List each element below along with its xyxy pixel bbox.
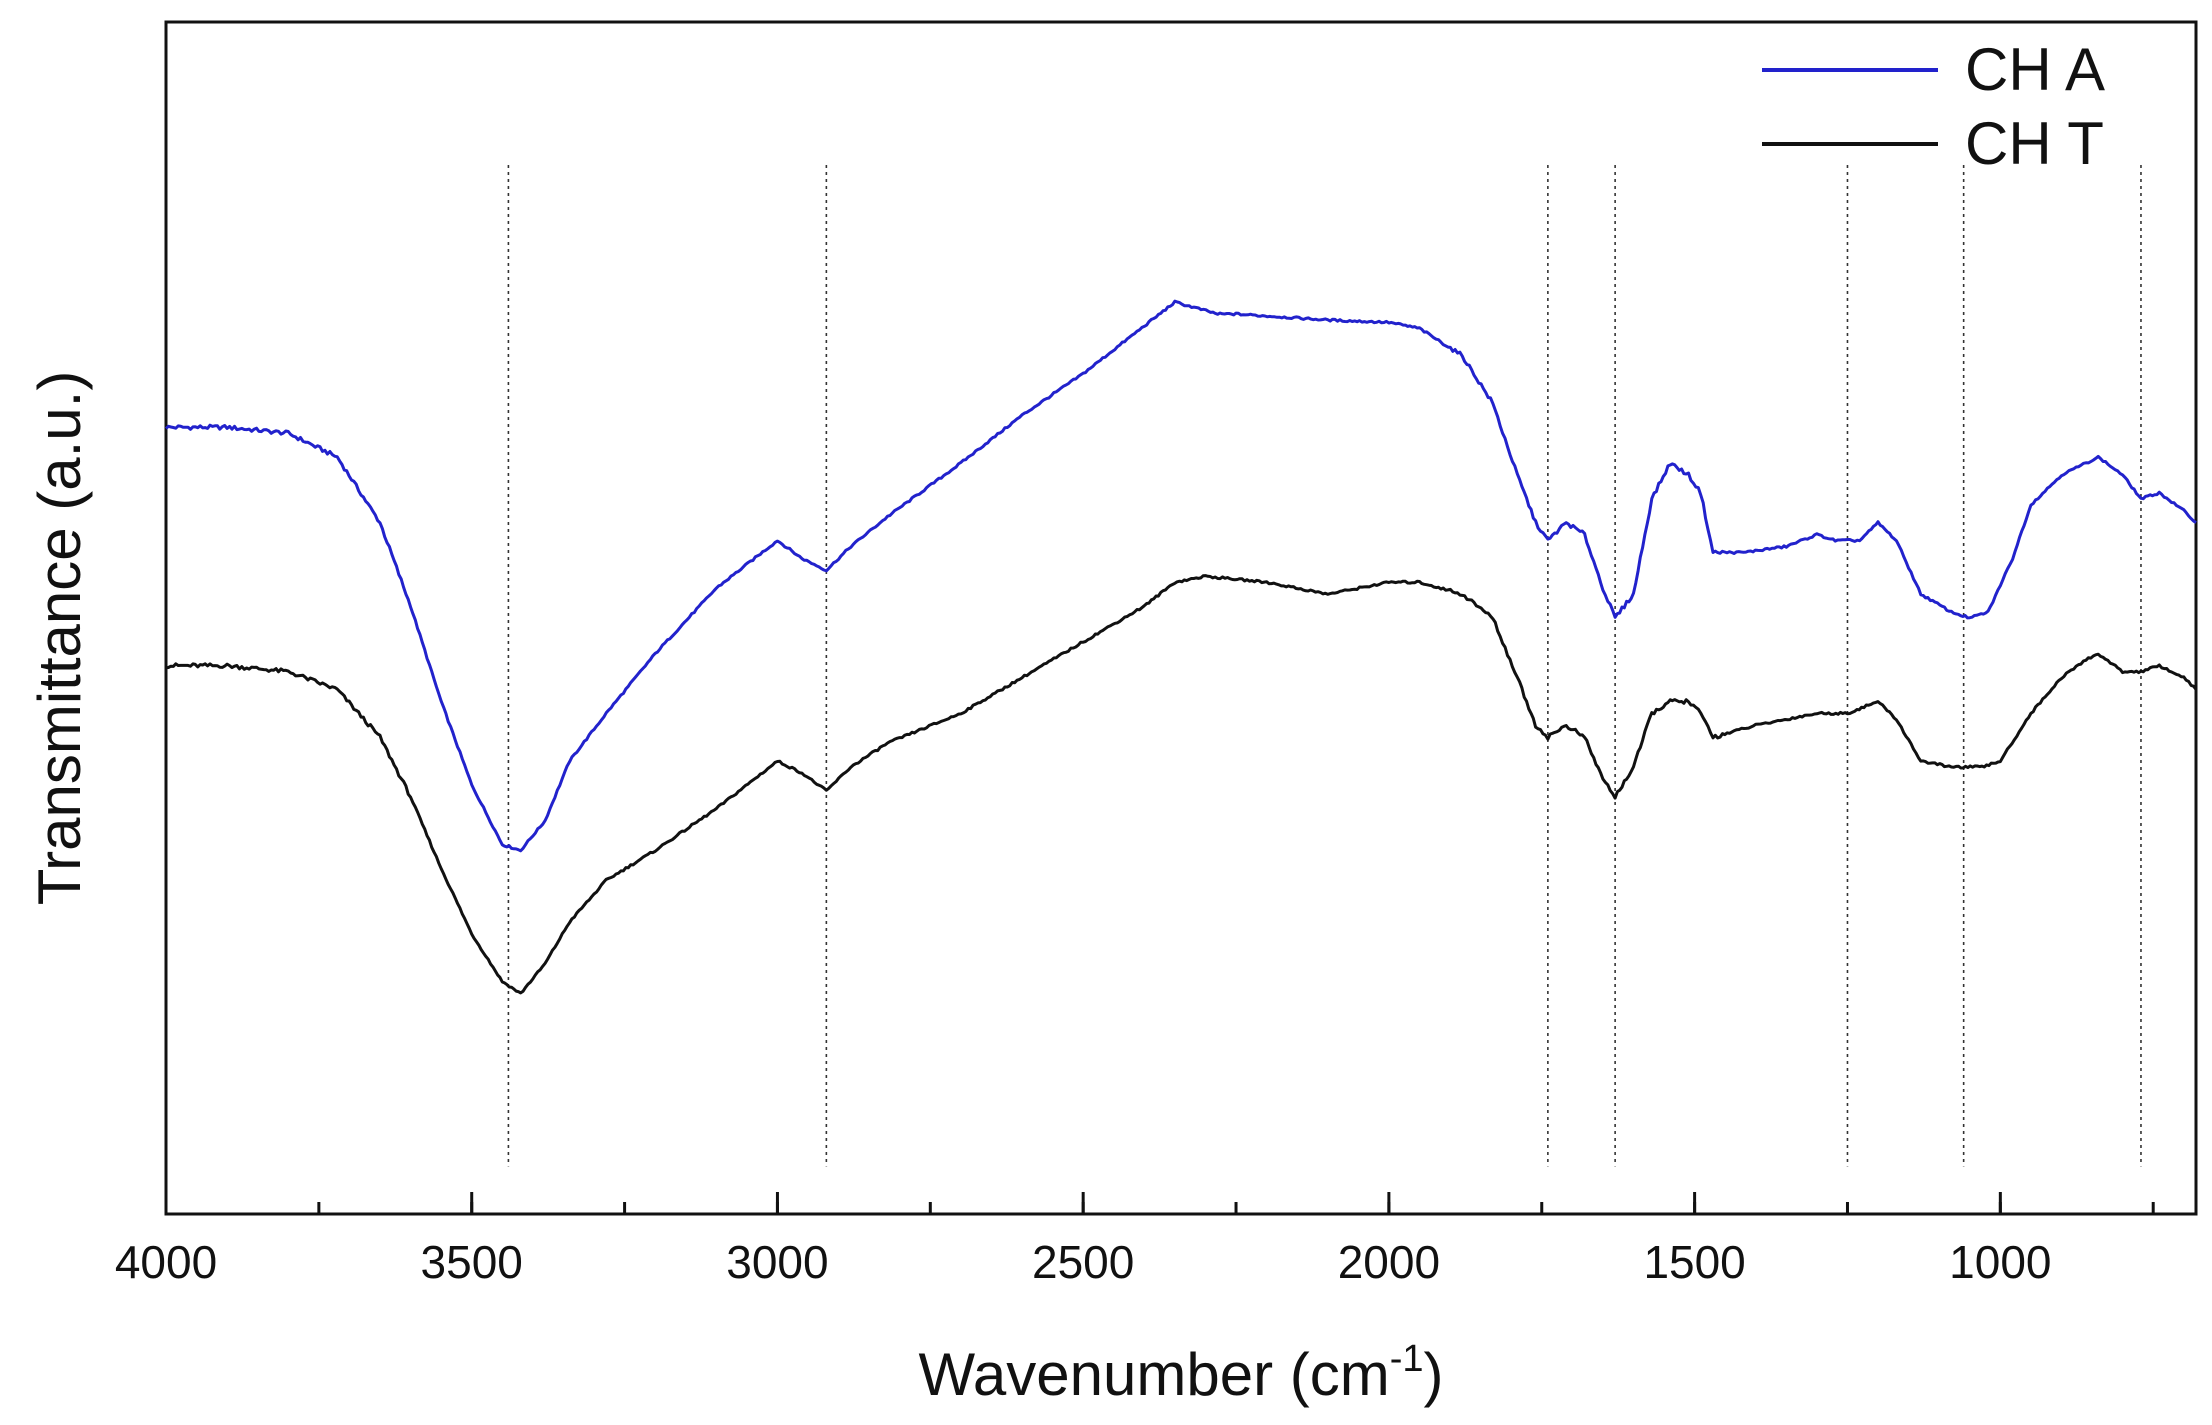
x-tick-label: 1500 <box>1643 1236 1745 1288</box>
y-axis-title: Transmittance (a.u.) <box>26 371 93 906</box>
x-tick-label: 1000 <box>1949 1236 2051 1288</box>
x-tick-label: 2500 <box>1032 1236 1134 1288</box>
legend-label: CH A <box>1965 36 2105 103</box>
series-line-1 <box>164 299 2197 853</box>
x-axis-title-suffix: ) <box>1424 1341 1444 1408</box>
plot-frame <box>164 20 2198 1216</box>
x-tick-label: 3500 <box>421 1236 523 1288</box>
x-tick-label: 4000 <box>115 1236 217 1288</box>
x-axis-title-superscript: -1 <box>1390 1338 1424 1380</box>
series-line-2 <box>165 574 2198 995</box>
x-axis-title-main: Wavenumber (cm <box>919 1341 1390 1408</box>
x-axis-title: Wavenumber (cm-1) <box>919 1338 1444 1408</box>
legend-label: CH T <box>1965 110 2104 177</box>
x-tick-label: 3000 <box>726 1236 828 1288</box>
x-tick-label: 2000 <box>1338 1236 1440 1288</box>
